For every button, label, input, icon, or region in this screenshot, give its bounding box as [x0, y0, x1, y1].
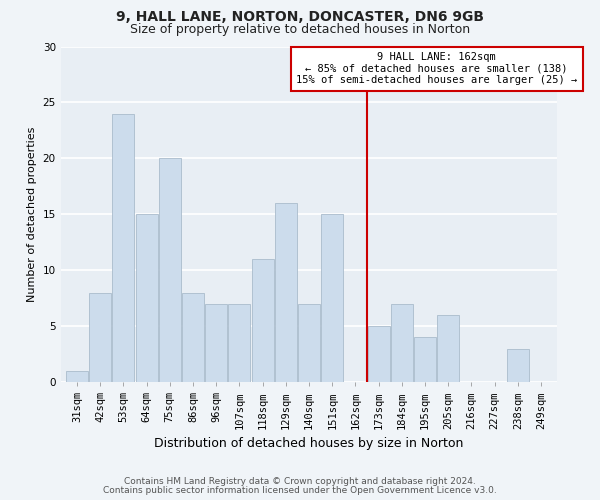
Bar: [112, 114, 134, 382]
Bar: [136, 214, 158, 382]
Bar: [275, 203, 297, 382]
Bar: [182, 292, 204, 382]
Text: Size of property relative to detached houses in Norton: Size of property relative to detached ho…: [130, 22, 470, 36]
Y-axis label: Number of detached properties: Number of detached properties: [27, 126, 37, 302]
Text: 9, HALL LANE, NORTON, DONCASTER, DN6 9GB: 9, HALL LANE, NORTON, DONCASTER, DN6 9GB: [116, 10, 484, 24]
Bar: [437, 315, 460, 382]
Text: 9 HALL LANE: 162sqm
← 85% of detached houses are smaller (138)
15% of semi-detac: 9 HALL LANE: 162sqm ← 85% of detached ho…: [296, 52, 577, 86]
Bar: [414, 338, 436, 382]
Bar: [205, 304, 227, 382]
Bar: [298, 304, 320, 382]
Bar: [321, 214, 343, 382]
Bar: [507, 348, 529, 382]
Bar: [391, 304, 413, 382]
Text: Contains public sector information licensed under the Open Government Licence v3: Contains public sector information licen…: [103, 486, 497, 495]
Bar: [229, 304, 250, 382]
Bar: [159, 158, 181, 382]
Bar: [251, 259, 274, 382]
X-axis label: Distribution of detached houses by size in Norton: Distribution of detached houses by size …: [154, 437, 464, 450]
Bar: [66, 371, 88, 382]
Text: Contains HM Land Registry data © Crown copyright and database right 2024.: Contains HM Land Registry data © Crown c…: [124, 477, 476, 486]
Bar: [368, 326, 389, 382]
Bar: [89, 292, 111, 382]
